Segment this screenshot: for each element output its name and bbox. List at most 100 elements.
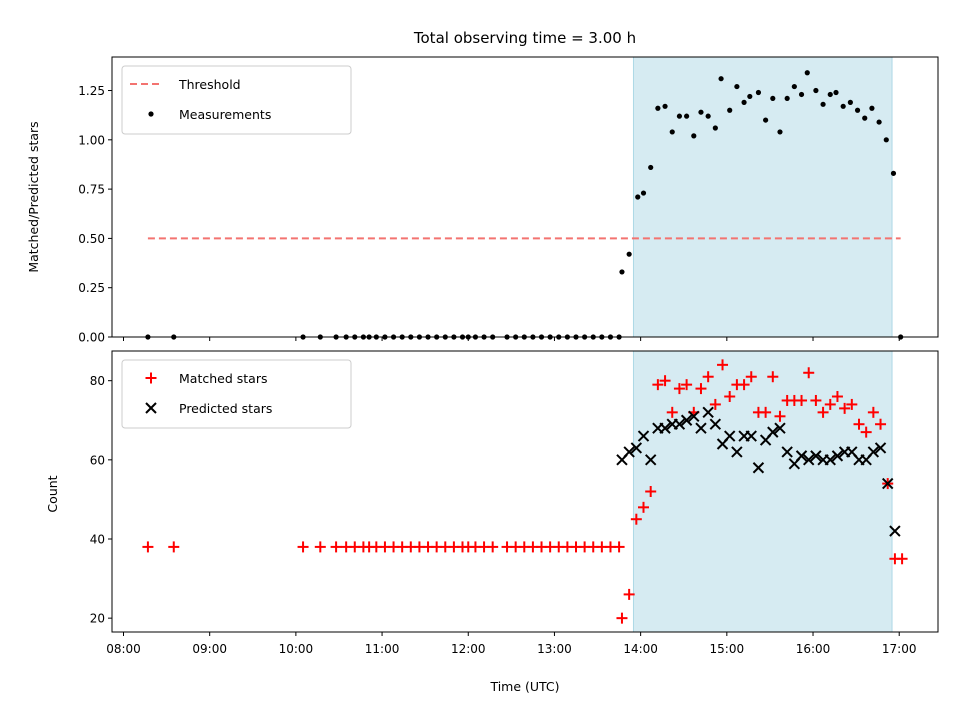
data-point [839, 402, 851, 414]
bottom-y-axis-label: Count [45, 475, 60, 512]
data-point [767, 426, 779, 438]
data-point-b [637, 430, 650, 442]
data-point [666, 406, 678, 418]
data-point [734, 83, 740, 90]
x-tick-label: 12:00 [451, 642, 486, 656]
data-point-b [874, 442, 887, 454]
data-point [723, 430, 736, 442]
legend: Threshold Measurements [121, 65, 352, 135]
data-point-b [623, 446, 635, 458]
data-point [630, 442, 643, 454]
data-point-b [889, 525, 901, 537]
data-point [698, 109, 704, 115]
data-point [718, 76, 724, 82]
data-point-b [709, 418, 722, 430]
data-point-b [630, 442, 643, 454]
data-point [655, 105, 661, 111]
data-point [745, 430, 757, 442]
data-point [680, 414, 693, 426]
data-point [795, 450, 808, 462]
legend-label: Measurements [179, 107, 271, 122]
x-tick-label: 14:00 [623, 642, 658, 656]
data-point [862, 115, 868, 121]
data-point [662, 103, 668, 109]
data-point [691, 133, 697, 139]
data-point-b [882, 477, 894, 490]
x-tick-label: 09:00 [192, 642, 227, 656]
data-point [702, 371, 714, 383]
data-point [810, 450, 822, 462]
data-point [681, 379, 693, 391]
data-point-b [752, 462, 765, 474]
data-point [669, 129, 675, 135]
legend-box [121, 359, 352, 429]
data-point [644, 454, 657, 466]
data-point [796, 394, 808, 406]
top-panel-ratio: 0.00 0.25 0.50 0.75 1.00 1.25 Threshold Measure… [78, 56, 939, 345]
data-point [777, 129, 783, 135]
data-point [813, 87, 819, 94]
y-tick-label: 0.75 [78, 183, 105, 197]
data-point [833, 89, 839, 96]
data-point [867, 406, 879, 418]
data-point [847, 99, 853, 105]
y-tick-label: 1.00 [78, 133, 105, 147]
legend-swatch [145, 402, 157, 414]
data-point [712, 125, 718, 131]
data-point [874, 442, 887, 454]
data-point [846, 398, 858, 410]
data-point-b [824, 454, 836, 466]
series-predicted-stars [616, 406, 901, 537]
data-point [803, 367, 815, 379]
data-point [709, 398, 721, 410]
data-point-b [688, 410, 700, 423]
x-tick-label: 08:00 [106, 642, 141, 656]
data-point-b [781, 446, 793, 458]
top-y-axis-label: Matched/Predicted stars [26, 121, 41, 272]
data-point [763, 117, 769, 123]
data-point [314, 541, 326, 553]
data-point [824, 398, 836, 410]
data-point [876, 119, 882, 125]
x-tick-label: 13:00 [537, 642, 572, 656]
data-point [717, 359, 729, 371]
data-point-b [723, 430, 736, 442]
data-point [875, 418, 887, 430]
data-point [659, 375, 671, 387]
data-point [623, 446, 635, 458]
data-point [648, 164, 654, 171]
data-point [613, 541, 625, 553]
data-point [831, 450, 844, 462]
data-point [760, 406, 772, 418]
data-point [640, 190, 647, 196]
data-point [890, 170, 897, 176]
data-point [817, 406, 829, 418]
data-point [791, 83, 797, 90]
data-point [684, 113, 690, 119]
data-point [820, 101, 826, 107]
x-axis-label: Time (UTC) [489, 679, 559, 694]
data-point [673, 383, 685, 395]
data-point-b [745, 430, 757, 442]
data-point-b [702, 406, 714, 419]
data-point-b [673, 418, 686, 430]
data-point-b [846, 446, 858, 458]
data-point [724, 391, 736, 403]
y-tick-label: 80 [90, 374, 105, 388]
data-point-b [810, 450, 822, 462]
data-point [673, 418, 686, 430]
x-tick-label: 15:00 [710, 642, 745, 656]
data-point-b [644, 454, 657, 466]
data-point [883, 137, 889, 143]
data-point [652, 379, 664, 391]
data-point [731, 446, 743, 458]
data-point [738, 379, 750, 391]
data-point-b [867, 446, 880, 458]
data-point [867, 446, 880, 458]
y-tick-label: 40 [90, 532, 105, 546]
data-point-b [774, 422, 786, 434]
y-tick-label: 0.00 [78, 331, 105, 345]
data-point [824, 454, 836, 466]
data-point [659, 422, 671, 434]
data-point [330, 541, 342, 553]
